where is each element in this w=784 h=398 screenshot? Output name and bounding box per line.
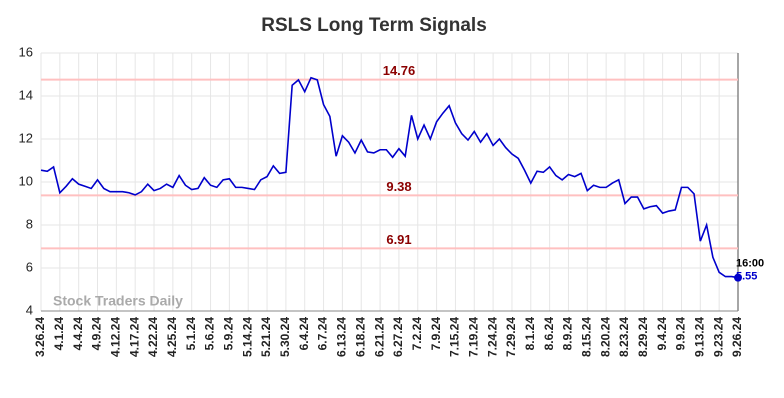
level-label: 6.91 [386,232,411,247]
x-tick-label: 5.9.24 [222,317,236,351]
x-tick-label: 8.29.24 [636,317,650,357]
x-tick-label: 5.1.24 [184,317,198,351]
y-tick-label: 14 [19,87,33,102]
x-tick-label: 7.2.24 [410,317,424,351]
y-tick-label: 6 [26,259,33,274]
x-tick-label: 4.12.24 [109,317,123,357]
line [40,76,739,279]
x-tick-label: 4.1.24 [52,317,66,351]
x-tick-label: 4.17.24 [127,317,141,357]
x-tick-label: 3.26.24 [33,317,47,357]
x-tick-label: 9.26.24 [730,317,744,357]
x-tick-label: 5.30.24 [278,317,292,357]
x-tick-label: 8.15.24 [579,317,593,357]
y-tick-label: 12 [19,130,33,145]
x-tick-label: 7.24.24 [485,317,499,357]
x-tick-label: 6.18.24 [353,317,367,357]
y-tick-label: 16 [19,44,33,59]
x-tick-label: 6.4.24 [297,317,311,351]
chart-title: RSLS Long Term Signals [261,15,487,36]
x-tick-label: 7.29.24 [504,317,518,357]
end-time: 16:00 [736,258,764,270]
level-label: 14.76 [383,63,416,78]
level-label: 9.38 [386,179,411,194]
x-tick-label: 4.25.24 [165,317,179,357]
x-tick-label: 6.27.24 [391,317,405,357]
x-tick-label: 8.20.24 [598,317,612,357]
x-tick-label: 4.9.24 [90,317,104,351]
x-tick-label: 9.4.24 [655,317,669,351]
x-tick-label: 8.1.24 [523,317,537,351]
x-tick-label: 6.21.24 [372,317,386,357]
end-value: 5.55 [736,271,757,283]
x-tick-label: 7.9.24 [429,317,443,351]
end-point [734,273,742,282]
x-tick-label: 8.9.24 [561,317,575,351]
y-tick-label: 10 [19,173,33,188]
x-tick-label: 5.6.24 [203,317,217,351]
x-tick-label: 4.22.24 [146,317,160,357]
watermark: Stock Traders Daily [53,293,183,309]
x-tick-label: 9.13.24 [692,317,706,357]
x-tick-label: 9.23.24 [711,317,725,357]
x-tick-label: 5.21.24 [259,317,273,357]
x-tick-label: 4.4.24 [71,317,85,351]
x-tick-label: 5.14.24 [240,317,254,357]
x-tick-label: 7.15.24 [448,317,462,357]
x-tick-label: 8.6.24 [542,317,556,351]
x-tick-label: 6.7.24 [316,317,330,351]
x-tick-label: 7.19.24 [466,317,480,357]
x-tick-label: 6.13.24 [335,317,349,357]
x-tick-label: 9.9.24 [674,317,688,351]
x-tick-label: 8.23.24 [617,317,631,357]
y-tick-label: 8 [26,216,33,231]
y-tick-label: 4 [26,302,33,317]
